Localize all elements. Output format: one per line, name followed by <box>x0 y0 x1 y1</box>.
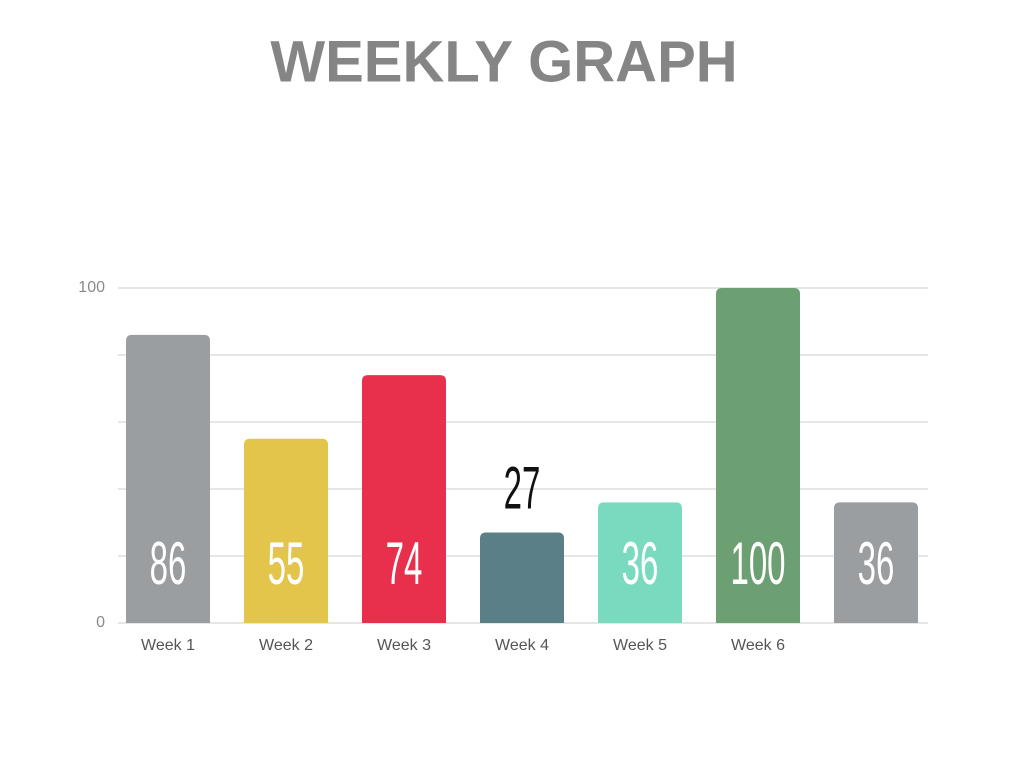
x-tick-label: Week 3 <box>377 637 431 654</box>
value-label: 27 <box>504 455 541 522</box>
bar <box>598 502 682 623</box>
x-tick-label: Week 6 <box>731 637 785 654</box>
bar <box>834 502 918 623</box>
x-tick-label: Week 1 <box>141 637 195 654</box>
x-tick-label: Week 4 <box>495 637 549 654</box>
value-label: 100 <box>730 531 785 598</box>
bar <box>244 438 328 623</box>
value-label: 36 <box>622 531 659 598</box>
x-tick-label: Week 5 <box>613 637 667 654</box>
bar <box>362 375 446 623</box>
value-label: 36 <box>858 531 895 598</box>
x-tick-label: Week 2 <box>259 637 313 654</box>
bar <box>480 532 564 623</box>
bar <box>126 334 210 623</box>
value-label: 55 <box>268 531 305 598</box>
bar <box>716 288 800 623</box>
y-tick-label: 0 <box>96 614 105 631</box>
value-label: 86 <box>150 531 187 598</box>
value-label: 74 <box>386 531 423 598</box>
chart-title: WEEKLY GRAPH <box>270 29 737 94</box>
y-tick-label: 100 <box>78 279 105 296</box>
